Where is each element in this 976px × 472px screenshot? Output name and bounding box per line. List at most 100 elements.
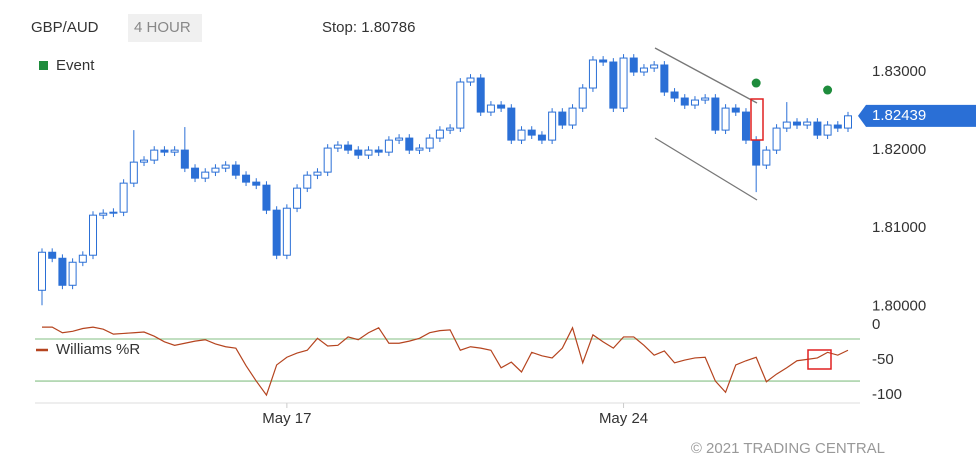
candle-body bbox=[415, 147, 424, 151]
candle-body bbox=[252, 181, 261, 186]
candle-body bbox=[395, 137, 404, 141]
event-dot bbox=[751, 78, 761, 88]
x-tick-label: May 24 bbox=[599, 410, 648, 427]
last-price-box bbox=[858, 104, 976, 127]
candle-body bbox=[782, 121, 791, 129]
candle-body bbox=[650, 64, 659, 69]
candle-body bbox=[129, 161, 138, 184]
signal-box bbox=[807, 349, 832, 370]
timeframe: 4 HOUR bbox=[134, 19, 191, 36]
event-dot bbox=[823, 85, 833, 95]
candle-body bbox=[425, 137, 434, 149]
candle-body bbox=[548, 111, 557, 141]
candle-body bbox=[670, 91, 679, 99]
candle-body bbox=[690, 99, 699, 106]
trend-line bbox=[654, 47, 758, 104]
candle-body bbox=[170, 149, 179, 153]
indicator-line bbox=[42, 326, 849, 397]
candle-body bbox=[752, 139, 761, 166]
x-tick-label: May 17 bbox=[262, 410, 311, 427]
candle-body bbox=[180, 149, 189, 169]
last-price-label: 1.82439 bbox=[872, 107, 926, 124]
y-tick-label: 1.81000 bbox=[872, 219, 926, 236]
candle-body bbox=[78, 254, 87, 263]
candle-body bbox=[272, 209, 281, 256]
candle-body bbox=[211, 167, 220, 173]
chart-title: GBP/AUD bbox=[31, 19, 99, 36]
candle-body bbox=[191, 167, 200, 179]
candle-body bbox=[609, 61, 618, 109]
candle-body bbox=[721, 107, 730, 131]
y-tick-label: 1.82000 bbox=[872, 141, 926, 158]
y-tick-label: 0 bbox=[872, 316, 880, 333]
legend-label: Williams %R bbox=[56, 341, 140, 358]
candle-body bbox=[58, 257, 67, 286]
candle-body bbox=[446, 127, 455, 131]
candle-body bbox=[711, 97, 720, 131]
candle-body bbox=[231, 164, 240, 176]
signal-box bbox=[750, 98, 764, 141]
y-tick-label: -100 bbox=[872, 386, 902, 403]
candle-body bbox=[48, 251, 57, 259]
candle-body bbox=[119, 182, 128, 213]
candle-body bbox=[262, 184, 271, 211]
candle-body bbox=[568, 107, 577, 126]
candle-body bbox=[588, 59, 597, 89]
candle-body bbox=[619, 57, 628, 109]
candle-body bbox=[333, 144, 342, 149]
timeframe-box bbox=[128, 14, 202, 42]
candle-body bbox=[527, 129, 536, 136]
candle-body bbox=[435, 129, 444, 139]
candle-body bbox=[701, 97, 710, 101]
candle-body bbox=[599, 59, 608, 63]
candle-body bbox=[456, 81, 465, 129]
candle-body bbox=[99, 212, 108, 216]
candle-body bbox=[731, 107, 740, 113]
candle-body bbox=[476, 77, 485, 113]
candle-body bbox=[201, 171, 210, 179]
candle-body bbox=[313, 171, 322, 176]
candle-body bbox=[466, 77, 475, 83]
candle-body bbox=[405, 137, 414, 151]
candle-body bbox=[140, 159, 149, 163]
event-legend-swatch bbox=[39, 61, 48, 70]
candle-body bbox=[537, 134, 546, 141]
candle-body bbox=[660, 64, 669, 93]
event-legend-label: Event bbox=[56, 57, 95, 74]
candle-body bbox=[323, 147, 332, 173]
y-tick-label: 1.80000 bbox=[872, 297, 926, 314]
candle-body bbox=[844, 115, 852, 129]
candle-body bbox=[558, 111, 567, 126]
trend-line bbox=[654, 137, 758, 201]
candle-body bbox=[741, 111, 750, 141]
candle-body bbox=[303, 174, 312, 189]
candle-body bbox=[762, 149, 771, 166]
candle-body bbox=[282, 207, 291, 256]
candle-body bbox=[160, 149, 169, 153]
candle-body bbox=[507, 107, 516, 141]
candle-body bbox=[578, 87, 587, 109]
candle-body bbox=[364, 149, 373, 156]
candle-body bbox=[486, 104, 495, 113]
candle-body bbox=[833, 124, 842, 129]
candle-body bbox=[221, 164, 230, 169]
candle-body bbox=[89, 214, 98, 256]
candle-body bbox=[109, 211, 118, 214]
candle-body bbox=[813, 121, 822, 136]
candle-body bbox=[384, 139, 393, 153]
candle-body bbox=[38, 251, 46, 291]
candle-body bbox=[344, 144, 353, 151]
candle-body bbox=[293, 187, 302, 209]
candle-body bbox=[772, 127, 781, 151]
y-tick-label: 1.83000 bbox=[872, 63, 926, 80]
stop-annotation: Stop: 1.80786 bbox=[322, 19, 415, 36]
candle-body bbox=[803, 121, 812, 126]
copyright: © 2021 TRADING CENTRAL bbox=[691, 440, 885, 457]
candle-body bbox=[68, 261, 77, 286]
candle-body bbox=[629, 57, 638, 73]
candle-body bbox=[823, 124, 832, 136]
candle-body bbox=[374, 149, 383, 153]
candle-body bbox=[680, 97, 689, 106]
